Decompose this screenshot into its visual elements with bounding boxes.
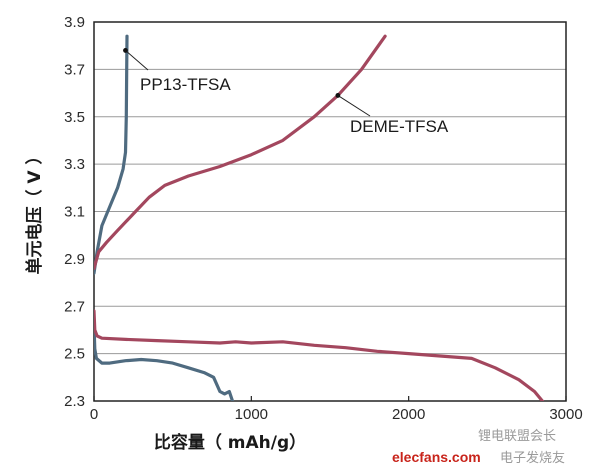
- y-tick-label: 3.7: [64, 61, 85, 78]
- annotation-leader: [125, 50, 149, 71]
- y-tick-label: 3.1: [64, 204, 85, 221]
- series-layer: [94, 34, 544, 401]
- x-tick-label: 3000: [549, 406, 582, 423]
- series-deme-tfsa-discharge-line: [94, 309, 544, 401]
- y-tick-label: 3.9: [64, 14, 85, 31]
- plot-frame: [93, 21, 567, 402]
- x-tick-labels: 0 1000 2000 3000: [90, 406, 583, 423]
- watermark-cn-label: 电子发烧友: [500, 450, 565, 466]
- y-tick-labels: 2.3 2.5 2.7 2.9 3.1 3.3 3.5 3.7 3.9: [64, 14, 85, 410]
- y-tick-label: 3.3: [64, 156, 85, 173]
- series-pp13-tfsa-charge-line: [94, 34, 129, 275]
- annotation-label: PP13-TFSA: [140, 75, 231, 94]
- y-tick-label: 2.9: [64, 251, 85, 268]
- y-tick-label: 3.5: [64, 109, 85, 126]
- watermark: elecfans.com 电子发烧友 锂电联盟会长: [392, 429, 565, 466]
- x-tick-label: 1000: [235, 406, 268, 423]
- watermark-site: elecfans.com: [392, 449, 481, 465]
- watermark-account: 锂电联盟会长: [478, 429, 556, 444]
- annotation-dot: [335, 93, 341, 98]
- x-tick-label: 0: [90, 406, 98, 423]
- annotation-label: DEME-TFSA: [350, 117, 449, 136]
- annotation-leader: [337, 95, 371, 117]
- x-axis-label: 比容量（ mAh/g）: [154, 432, 306, 453]
- y-tick-label: 2.5: [64, 346, 85, 363]
- series-pp13-tfsa-discharge-line: [94, 323, 235, 401]
- x-tick-label: 2000: [392, 406, 425, 423]
- y-axis-label: 单元电压（ V ）: [24, 148, 45, 275]
- y-tick-label: 2.3: [64, 393, 85, 410]
- series-deme-tfsa-charge-line: [94, 34, 387, 270]
- series-annotations: PP13-TFSA DEME-TFSA: [123, 48, 449, 136]
- y-tick-label: 2.7: [64, 298, 85, 315]
- annotation-dot: [123, 48, 128, 53]
